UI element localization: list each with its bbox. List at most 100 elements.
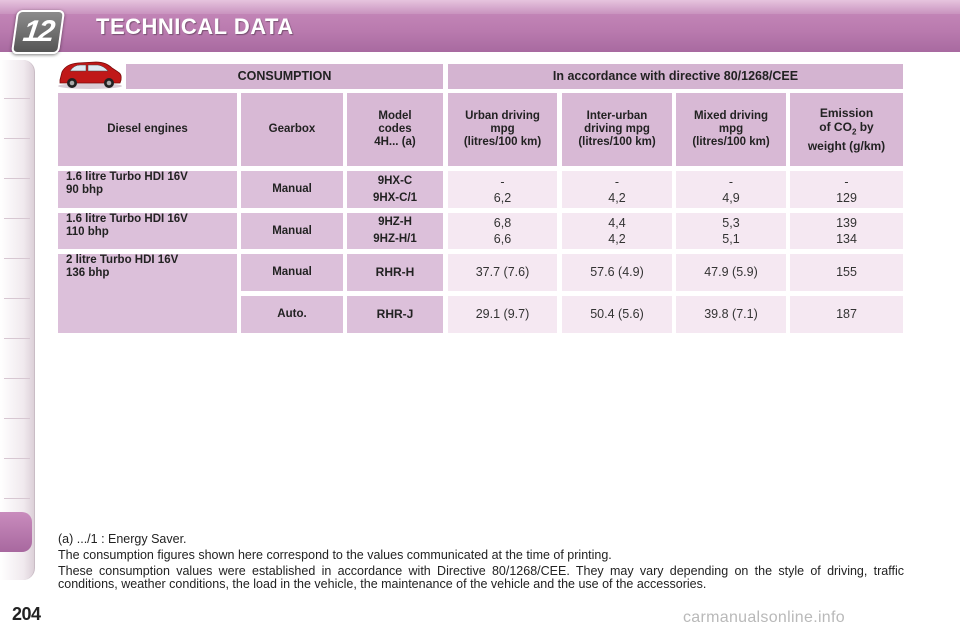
tab-divider <box>4 178 30 179</box>
chapter-badge: 12 <box>10 10 66 54</box>
row-model-codes: RHR-J <box>347 296 443 333</box>
header-bar: 12 TECHNICAL DATA <box>0 0 960 54</box>
row-gearbox: Manual <box>241 171 343 208</box>
row-inter-urban: 57.6 (4.9) <box>562 254 672 291</box>
row-mixed: 39.8 (7.1) <box>676 296 786 333</box>
row-gearbox: Auto. <box>241 296 343 333</box>
row-engine: 1.6 litre Turbo HDI 16V 110 bhp <box>58 213 237 249</box>
value-line: 4,2 <box>608 232 626 246</box>
chapter-tabs <box>0 60 35 580</box>
tab-divider <box>4 498 30 499</box>
engine-line: 1.6 litre Turbo HDI 16V <box>66 213 188 225</box>
co2-subscript: 2 <box>851 127 857 137</box>
row-mixed: 47.9 (5.9) <box>676 254 786 291</box>
header-line: mpg <box>490 123 515 135</box>
header-gearbox: Gearbox <box>241 93 343 166</box>
row-urban: 6,8 6,6 <box>448 213 557 249</box>
header-line: Urban driving <box>465 110 540 122</box>
value-line: 4,4 <box>608 216 626 230</box>
header-diesel-engines: Diesel engines <box>58 93 237 166</box>
footnote-energy-saver: (a) .../1 : Energy Saver. <box>58 532 187 546</box>
value-line: 6,8 <box>493 216 512 230</box>
code-line: 9HX-C <box>377 174 413 187</box>
header-line: Emission <box>819 105 874 120</box>
header-line: Model <box>378 110 412 122</box>
row-emission: 187 <box>790 296 903 333</box>
row-emission: - 129 <box>790 171 903 208</box>
row-inter-urban: 50.4 (5.6) <box>562 296 672 333</box>
row-model-codes: 9HZ-H 9HZ-H/1 <box>347 213 443 249</box>
row-gearbox: Manual <box>241 213 343 249</box>
engine-line: 90 bhp <box>66 184 104 196</box>
code-line: 9HZ-H/1 <box>373 233 417 245</box>
value-line: - <box>844 174 849 189</box>
header-line: (litres/100 km) <box>463 136 542 148</box>
tab-divider <box>4 298 30 299</box>
row-engine: 2 litre Turbo HDI 16V 136 bhp <box>58 254 237 333</box>
row-emission: 139 134 <box>790 213 903 249</box>
header-line: weight (g/km) <box>807 139 886 154</box>
code-line: 9HX-C/1 <box>372 191 418 204</box>
page-number: 204 <box>12 604 41 624</box>
tab-divider <box>4 258 30 259</box>
header-line: Inter-urban <box>586 110 648 122</box>
engine-line: 110 bhp <box>66 226 109 238</box>
engine-line: 2 litre Turbo HDI 16V <box>66 254 179 266</box>
engine-line: 1.6 litre Turbo HDI 16V <box>66 171 188 183</box>
header-line: mpg <box>718 123 744 135</box>
value-line: 5,3 <box>722 216 740 230</box>
header-model-codes: Model codes 4H... (a) <box>347 93 443 166</box>
tab-divider <box>4 138 30 139</box>
value-line: - <box>728 174 734 189</box>
row-model-codes: RHR-H <box>347 254 443 291</box>
value-line: 5,1 <box>722 232 740 246</box>
header-urban-driving: Urban driving mpg (litres/100 km) <box>448 93 557 166</box>
code-line: 9HZ-H <box>378 216 412 228</box>
row-emission: 155 <box>790 254 903 291</box>
chapter-tab-active[interactable] <box>0 512 32 552</box>
value-line: 4,2 <box>608 190 626 205</box>
row-mixed: - 4,9 <box>676 171 786 208</box>
footnote-printing: The consumption figures shown here corre… <box>58 548 612 562</box>
footnote-directive: These consumption values were establishe… <box>58 564 904 591</box>
header-line: Mixed driving <box>693 110 769 122</box>
co2-text: of CO <box>819 119 852 134</box>
row-inter-urban: - 4,2 <box>562 171 672 208</box>
value-line: 6,2 <box>493 190 512 205</box>
tab-divider <box>4 378 30 379</box>
by-text: by <box>856 119 874 134</box>
value-line: 6,6 <box>493 232 512 246</box>
row-inter-urban: 4,4 4,2 <box>562 213 672 249</box>
tab-divider <box>4 98 30 99</box>
header-emission: Emission of CO2 by weight (g/km) <box>790 93 903 166</box>
row-model-codes: 9HX-C 9HX-C/1 <box>347 171 443 208</box>
row-mixed: 5,3 5,1 <box>676 213 786 249</box>
tab-divider <box>4 458 30 459</box>
page-title: TECHNICAL DATA <box>96 14 294 39</box>
row-gearbox: Manual <box>241 254 343 291</box>
value-line: - <box>500 174 505 189</box>
value-line: 139 <box>836 216 857 230</box>
row-urban: - 6,2 <box>448 171 557 208</box>
tab-divider <box>4 338 30 339</box>
header-line: codes <box>378 123 412 135</box>
tab-divider <box>4 218 30 219</box>
car-icon <box>58 61 122 89</box>
header-line: driving mpg <box>584 123 650 135</box>
header-highlight <box>0 0 960 14</box>
footnotes: (a) .../1 : Energy Saver. The consumptio… <box>58 533 904 594</box>
header-line: 4H... (a) <box>374 136 416 148</box>
value-line: - <box>614 174 620 189</box>
value-line: 129 <box>836 190 857 205</box>
header-inter-urban-driving: Inter-urban driving mpg (litres/100 km) <box>562 93 672 166</box>
tab-divider <box>4 418 30 419</box>
header-line: (litres/100 km) <box>578 136 656 148</box>
engine-line: 136 bhp <box>66 267 110 279</box>
directive-banner: In accordance with directive 80/1268/CEE <box>448 64 903 89</box>
row-urban: 37.7 (7.6) <box>448 254 557 291</box>
header-line: (litres/100 km) <box>692 136 770 148</box>
value-line: 134 <box>836 232 857 246</box>
value-line: 4,9 <box>722 190 740 205</box>
consumption-banner: CONSUMPTION <box>126 64 443 89</box>
header-mixed-driving: Mixed driving mpg (litres/100 km) <box>676 93 786 166</box>
